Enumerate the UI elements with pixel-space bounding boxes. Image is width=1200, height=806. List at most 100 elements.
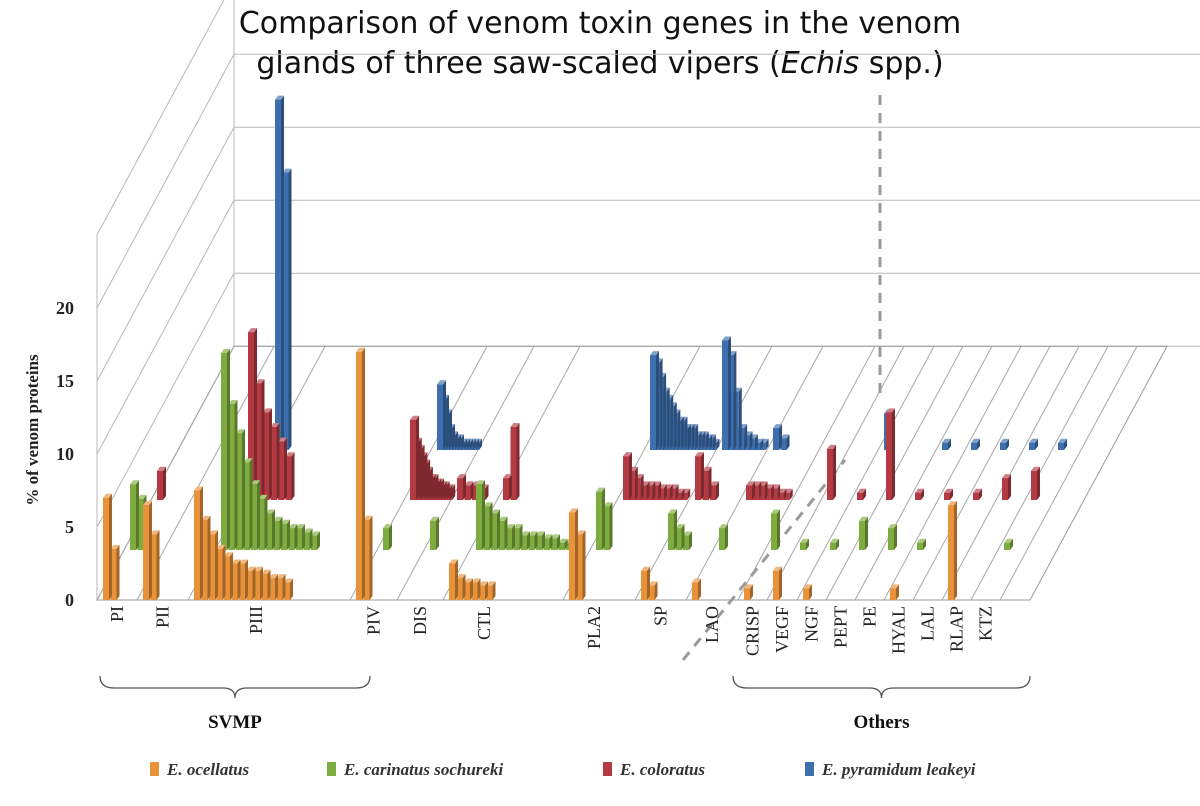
bar-top bbox=[857, 488, 866, 493]
bar-top bbox=[917, 538, 926, 543]
bar-side bbox=[695, 424, 699, 450]
bar-side bbox=[663, 373, 667, 450]
bar-top bbox=[944, 488, 953, 493]
bar-front bbox=[278, 441, 284, 500]
bar-front bbox=[771, 488, 778, 500]
bar-top bbox=[449, 559, 458, 564]
bar-side bbox=[681, 524, 685, 550]
bar-side bbox=[640, 474, 644, 500]
bar-side bbox=[163, 466, 166, 500]
legend-swatch bbox=[150, 762, 159, 776]
bar-top bbox=[771, 509, 780, 514]
bar-front bbox=[603, 506, 610, 550]
bar-e-pyramidum-leakeyi-piii bbox=[275, 95, 284, 450]
bar-top bbox=[623, 452, 632, 457]
bar-e-carinatus-sochureki-ctl bbox=[528, 531, 538, 550]
bar-front bbox=[248, 332, 254, 500]
bar-side bbox=[691, 424, 695, 450]
bar-top bbox=[231, 559, 241, 564]
bar-side bbox=[806, 538, 809, 550]
bar-front bbox=[239, 563, 245, 600]
bar-e-ocellatus-crisp bbox=[744, 584, 753, 600]
bar-side bbox=[754, 434, 758, 450]
bar-e-pyramidum-leakeyi-piii bbox=[282, 168, 292, 450]
side-wall-gridline bbox=[96, 54, 235, 309]
bar-e-carinatus-sochureki-piii bbox=[281, 519, 290, 550]
bar-side bbox=[582, 530, 586, 600]
bar-side bbox=[284, 437, 287, 500]
bar-side bbox=[698, 578, 701, 600]
bar-top bbox=[780, 434, 790, 439]
bar-front bbox=[857, 492, 863, 500]
bar-front bbox=[773, 570, 779, 600]
bar-top bbox=[859, 516, 868, 521]
bar-e-coloratus-sp bbox=[710, 481, 719, 500]
bar-side bbox=[267, 569, 271, 600]
bar-e-ocellatus-piii bbox=[209, 530, 218, 600]
bar-side bbox=[252, 566, 256, 600]
bar-side bbox=[680, 416, 684, 450]
bar-e-carinatus-sochureki-sp bbox=[668, 509, 677, 550]
bar-side bbox=[276, 423, 280, 500]
bar-front bbox=[491, 513, 497, 550]
bar-front bbox=[744, 588, 750, 600]
bar-top bbox=[528, 531, 538, 536]
bar-top bbox=[603, 502, 613, 507]
bar-front bbox=[536, 535, 542, 550]
bar-front bbox=[675, 528, 682, 550]
bar-front bbox=[800, 542, 806, 550]
bar-side bbox=[688, 424, 691, 450]
bar-side bbox=[809, 584, 812, 600]
bar-top bbox=[275, 95, 284, 100]
bar-side bbox=[702, 431, 706, 450]
bar-front bbox=[521, 535, 527, 550]
bar-front bbox=[917, 542, 923, 550]
bar-front bbox=[942, 442, 948, 450]
bar-side bbox=[476, 438, 479, 450]
bar-side bbox=[865, 516, 868, 550]
y-tick-label: 0 bbox=[65, 590, 74, 610]
bar-front bbox=[476, 484, 482, 550]
side-wall-gridline bbox=[96, 0, 225, 236]
bar-e-carinatus-sochureki-piii bbox=[251, 480, 260, 550]
bar-e-carinatus-sochureki-piii bbox=[236, 429, 245, 550]
bar-front bbox=[486, 585, 493, 600]
bar-e-carinatus-sochureki-ctl bbox=[513, 524, 523, 550]
bar-side bbox=[230, 552, 233, 600]
bar-side bbox=[896, 584, 899, 600]
bar-e-ocellatus-vegf bbox=[773, 566, 782, 600]
bars-layer bbox=[103, 95, 1067, 600]
bar-side bbox=[452, 484, 456, 500]
bar-side bbox=[227, 348, 230, 550]
y-tick-label: 5 bbox=[65, 517, 74, 537]
legend-label: E. carinatus sochureki bbox=[343, 760, 503, 779]
bar-e-carinatus-sochureki-pe bbox=[888, 524, 897, 550]
bar-front bbox=[464, 582, 470, 600]
bar-side bbox=[234, 400, 238, 550]
bar-e-carinatus-sochureki-vegf bbox=[800, 538, 809, 550]
bar-top bbox=[270, 423, 280, 427]
bar-e-pyramidum-leakeyi-lao bbox=[773, 424, 782, 450]
bar-side bbox=[894, 524, 897, 550]
bar-top bbox=[800, 538, 809, 543]
bar-side bbox=[294, 524, 298, 550]
bar-e-coloratus-dis bbox=[464, 481, 474, 500]
bar-top bbox=[719, 524, 728, 529]
bar-top bbox=[254, 566, 263, 571]
bar-e-carinatus-sochureki-piii bbox=[221, 348, 230, 550]
bar-e-carinatus-sochureki-dis bbox=[430, 516, 439, 550]
bar-side bbox=[609, 502, 613, 550]
bar-side bbox=[673, 402, 677, 450]
bar-side bbox=[443, 481, 447, 500]
bar-side bbox=[681, 488, 685, 500]
bar-side bbox=[470, 481, 474, 500]
bar-top bbox=[683, 531, 692, 536]
bar-top bbox=[886, 408, 895, 413]
bar-e-carinatus-sochureki-ctl bbox=[551, 534, 560, 550]
bar-side bbox=[923, 538, 926, 550]
bar-front bbox=[773, 428, 779, 450]
bar-front bbox=[363, 519, 370, 600]
bar-front bbox=[513, 528, 520, 550]
bar-side bbox=[652, 481, 656, 500]
bar-e-carinatus-sochureki-piv bbox=[383, 524, 392, 550]
